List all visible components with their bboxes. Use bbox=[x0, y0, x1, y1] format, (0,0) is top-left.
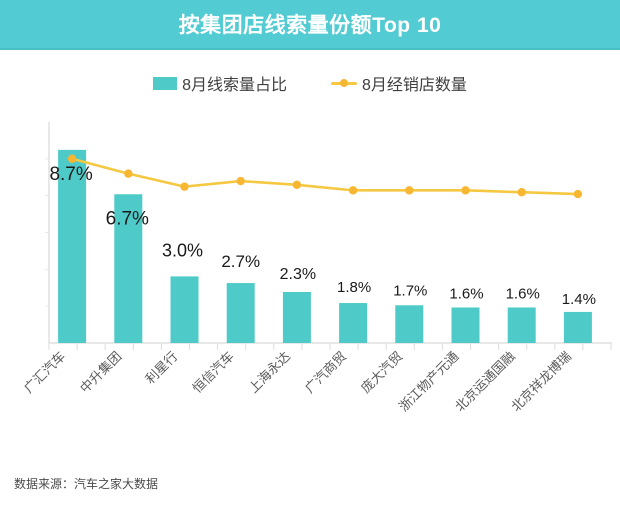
line-data-point[interactable] bbox=[461, 186, 470, 195]
combo-chart-svg: 8.7% 6.7% 3.0% 2.7% 2.3% 1.8% 1.7% 1.6% 1.6% 1.4%… bbox=[21, 122, 612, 415]
line-dot-swatch-icon bbox=[331, 77, 357, 90]
bar-column[interactable] bbox=[282, 291, 311, 343]
legend-item-line-series[interactable]: 8月经销店数量 bbox=[331, 71, 467, 95]
x-axis-category-label: 中升集团 bbox=[77, 349, 124, 396]
chart-legend: 8月线索量占比 8月经销店数量 bbox=[0, 62, 620, 104]
bar-column[interactable] bbox=[58, 149, 87, 343]
legend-label-line-series: 8月经销店数量 bbox=[362, 77, 467, 94]
x-axis-category-label: 广汽商贸 bbox=[302, 349, 349, 396]
bar-data-label: 1.4% bbox=[562, 291, 596, 308]
bar-data-label: 2.7% bbox=[221, 252, 260, 271]
bar-data-label: 6.7% bbox=[106, 208, 149, 229]
bar-data-label: 8.7% bbox=[49, 164, 92, 185]
bar-column[interactable] bbox=[170, 276, 199, 343]
line-data-point[interactable] bbox=[292, 180, 302, 189]
x-axis-category-label: 庞大汽贸 bbox=[358, 349, 405, 396]
x-axis-category-label: 广汇汽车 bbox=[21, 349, 68, 396]
line-data-point[interactable] bbox=[236, 176, 245, 186]
bar-data-label: 1.6% bbox=[506, 285, 540, 302]
x-axis-category-label: 上海永达 bbox=[246, 349, 293, 396]
line-data-point[interactable] bbox=[124, 169, 133, 178]
line-data-point[interactable] bbox=[573, 189, 583, 199]
bar-column[interactable] bbox=[226, 283, 255, 343]
bar-data-label: 1.7% bbox=[393, 282, 427, 299]
line-data-point[interactable] bbox=[348, 186, 358, 195]
bar-swatch-icon bbox=[153, 76, 178, 90]
line-data-point[interactable] bbox=[180, 182, 189, 191]
chart-plot-area: 8.7% 6.7% 3.0% 2.7% 2.3% 1.8% 1.7% 1.6% 1.6% 1.4%… bbox=[0, 104, 620, 434]
line-data-point[interactable] bbox=[517, 188, 526, 197]
page-title: 按集团店线索量份额Top 10 bbox=[178, 14, 442, 37]
bar-column[interactable] bbox=[114, 194, 143, 343]
x-axis-category-label: 利星行 bbox=[142, 349, 180, 387]
bar-column[interactable] bbox=[507, 307, 536, 343]
bar-data-label: 1.8% bbox=[337, 279, 371, 296]
legend-label-bar-series: 8月线索量占比 bbox=[182, 77, 287, 94]
x-axis-category-label: 恒信汽车 bbox=[189, 349, 236, 396]
legend-item-bar-series[interactable]: 8月线索量占比 bbox=[153, 71, 287, 95]
bar-column[interactable] bbox=[395, 305, 424, 343]
data-source-note: 数据来源：汽车之家大数据 bbox=[14, 477, 159, 491]
bar-column[interactable] bbox=[339, 303, 368, 343]
bar-column[interactable] bbox=[451, 307, 480, 343]
bar-data-label: 3.0% bbox=[162, 240, 203, 260]
bar-data-label: 1.6% bbox=[449, 285, 483, 302]
x-axis-category-label: 北京祥龙博瑞 bbox=[508, 349, 574, 415]
line-data-point[interactable] bbox=[67, 154, 77, 163]
chart-header: 按集团店线索量份额Top 10 bbox=[0, 0, 620, 50]
bar-data-label: 2.3% bbox=[280, 266, 316, 283]
line-data-point[interactable] bbox=[405, 186, 414, 195]
bar-column[interactable] bbox=[563, 311, 592, 343]
